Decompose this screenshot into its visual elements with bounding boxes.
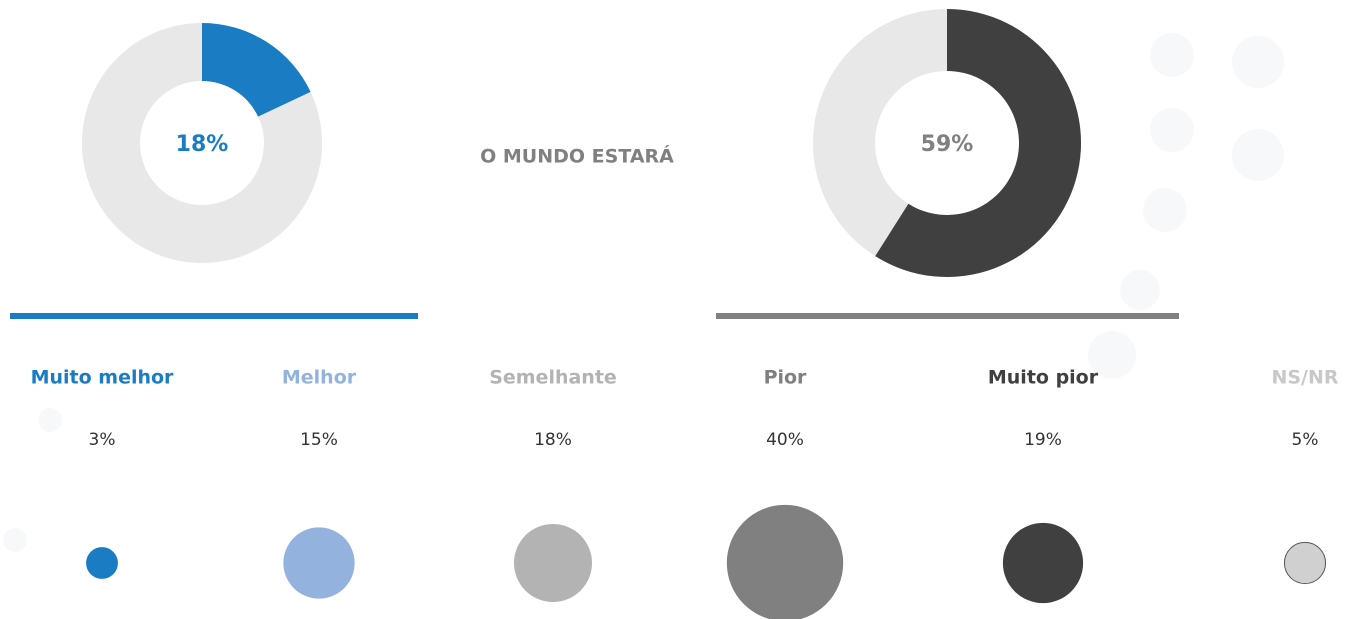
category-label: Muito melhor (31, 367, 174, 389)
bubble (1002, 522, 1084, 604)
value-label: 15% (300, 430, 338, 450)
category-label: Melhor (282, 367, 357, 389)
value-label: 3% (89, 430, 116, 450)
bubble (283, 527, 355, 599)
bubble (86, 547, 118, 579)
value-label: 40% (766, 430, 804, 450)
value-label: 5% (1292, 430, 1319, 450)
donut-segment (202, 23, 311, 117)
bubble (1283, 541, 1327, 585)
category-label: Semelhante (489, 367, 617, 389)
value-label: 19% (1024, 430, 1062, 450)
bubble (726, 504, 844, 619)
category-label: Pior (764, 367, 807, 389)
bubble (513, 523, 593, 603)
center-title: O MUNDO ESTARÁ (480, 145, 674, 168)
donut-label: 18% (176, 132, 229, 157)
donut-label: 59% (921, 132, 974, 157)
value-label: 18% (534, 430, 572, 450)
donut-segment (875, 9, 1081, 277)
category-label: Muito pior (988, 367, 1099, 389)
background-dots (3, 33, 1284, 552)
category-label: NS/NR (1271, 367, 1338, 389)
